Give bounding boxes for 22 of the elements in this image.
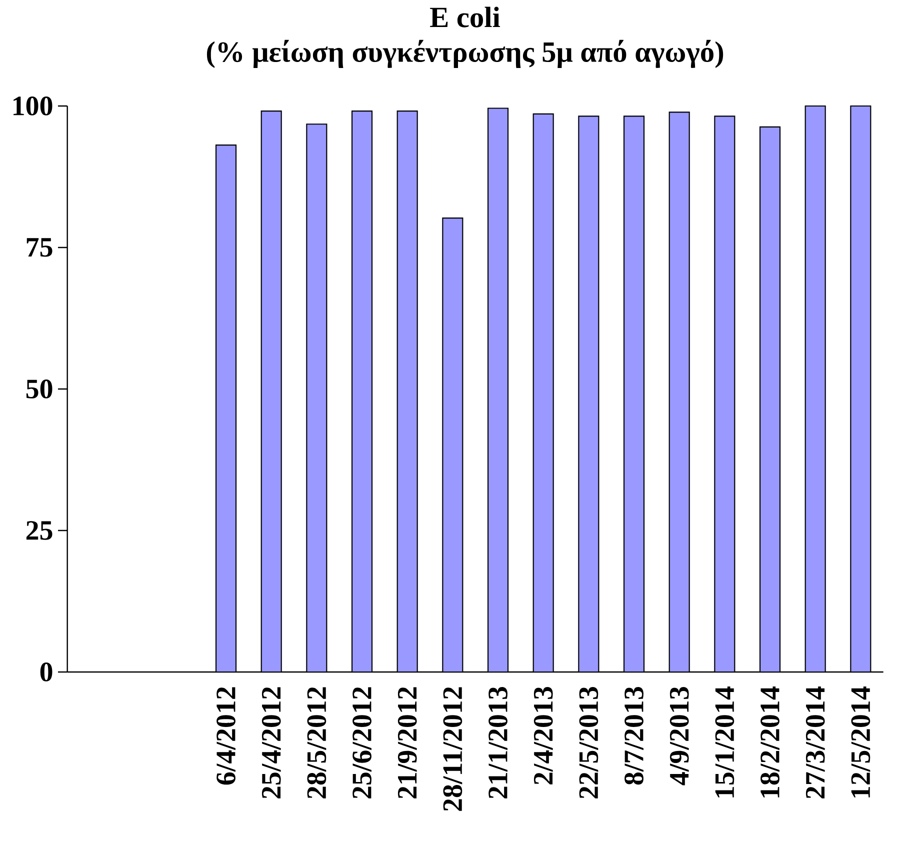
- x-tick-label: 22/5/2013: [579, 686, 598, 798]
- x-tick-label: 28/5/2012: [307, 687, 326, 798]
- y-tick-label: 25: [26, 521, 52, 540]
- y-tick-label: 100: [14, 96, 52, 116]
- x-tick-label: 4/9/2013: [670, 686, 689, 786]
- y-tick-label: 0: [40, 662, 52, 682]
- x-tick-label: 27/3/2014: [806, 686, 825, 798]
- x-tick-label: 28/11/2012: [443, 687, 462, 811]
- chart-title: E coli: [430, 6, 500, 28]
- x-tick-label: 21/9/2012: [398, 687, 417, 798]
- x-tick-label: 25/6/2012: [352, 687, 372, 798]
- x-tick-label: 12/5/2014: [851, 686, 870, 798]
- y-tick-label: 75: [26, 238, 52, 257]
- x-tick-label: 8/7/2013: [624, 686, 644, 785]
- x-tick-label: 6/4/2012: [216, 687, 236, 785]
- chart-subtitle: (% μείωση συγκέντρωσης 5μ από αγωγό): [206, 40, 724, 68]
- x-tick-label: 15/1/2014: [715, 686, 734, 798]
- x-tick-label: 21/1/2013: [488, 686, 508, 798]
- x-tick-label: 18/2/2014: [760, 686, 780, 798]
- x-tick-label: 2/4/2013: [534, 686, 553, 784]
- x-tick-label: 25/4/2012: [262, 687, 281, 798]
- y-tick-label: 50: [26, 380, 52, 398]
